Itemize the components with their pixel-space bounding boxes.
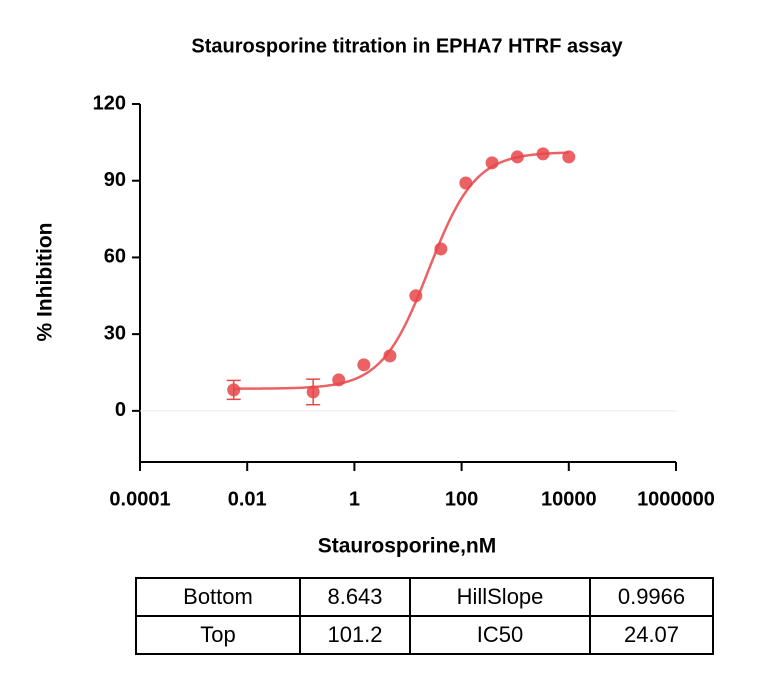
point: [536, 147, 550, 161]
fit-table: Bottom 8.643 HillSlope 0.9966 Top 101.2 …: [135, 577, 714, 655]
chart-title: Staurosporine titration in EPHA7 HTRF as…: [191, 35, 623, 57]
x-tick-label: 0.0001: [109, 488, 170, 510]
y-tick-label: 30: [104, 322, 126, 344]
cell: 101.2: [299, 615, 411, 655]
point: [510, 150, 524, 164]
point: [562, 150, 576, 164]
cell: 0.9966: [589, 577, 714, 617]
point: [306, 385, 320, 399]
point: [227, 383, 241, 397]
cell: HillSlope: [409, 577, 591, 617]
cell: IC50: [409, 615, 591, 655]
point: [459, 176, 473, 190]
cell: Top: [135, 615, 301, 655]
x-axis-label: Staurosporine,nM: [318, 535, 497, 558]
point: [357, 358, 371, 372]
y-tick-label: 60: [104, 246, 126, 268]
point: [409, 289, 423, 303]
point: [383, 349, 397, 363]
point: [485, 156, 499, 170]
cell: Bottom: [135, 577, 301, 617]
y-tick-label: 0: [115, 399, 126, 421]
x-tick-label: 1: [349, 488, 360, 510]
point: [434, 242, 448, 256]
x-tick-label: 1000000: [637, 488, 715, 510]
y-axis-label: % Inhibition: [34, 223, 57, 342]
cell: 24.07: [589, 615, 714, 655]
table-row: Top 101.2 IC50 24.07: [135, 615, 714, 655]
y-tick-label: 90: [104, 169, 126, 191]
table-row: Bottom 8.643 HillSlope 0.9966: [135, 577, 714, 617]
x-tick-label: 100: [445, 488, 478, 510]
cell: 8.643: [299, 577, 411, 617]
point: [332, 373, 346, 387]
x-tick-label: 0.01: [228, 488, 267, 510]
y-tick-label: 120: [93, 92, 126, 114]
x-tick-label: 10000: [541, 488, 597, 510]
fit-curve: [233, 151, 569, 390]
chart: Staurosporine titration in EPHA7 HTRF as…: [34, 35, 715, 558]
